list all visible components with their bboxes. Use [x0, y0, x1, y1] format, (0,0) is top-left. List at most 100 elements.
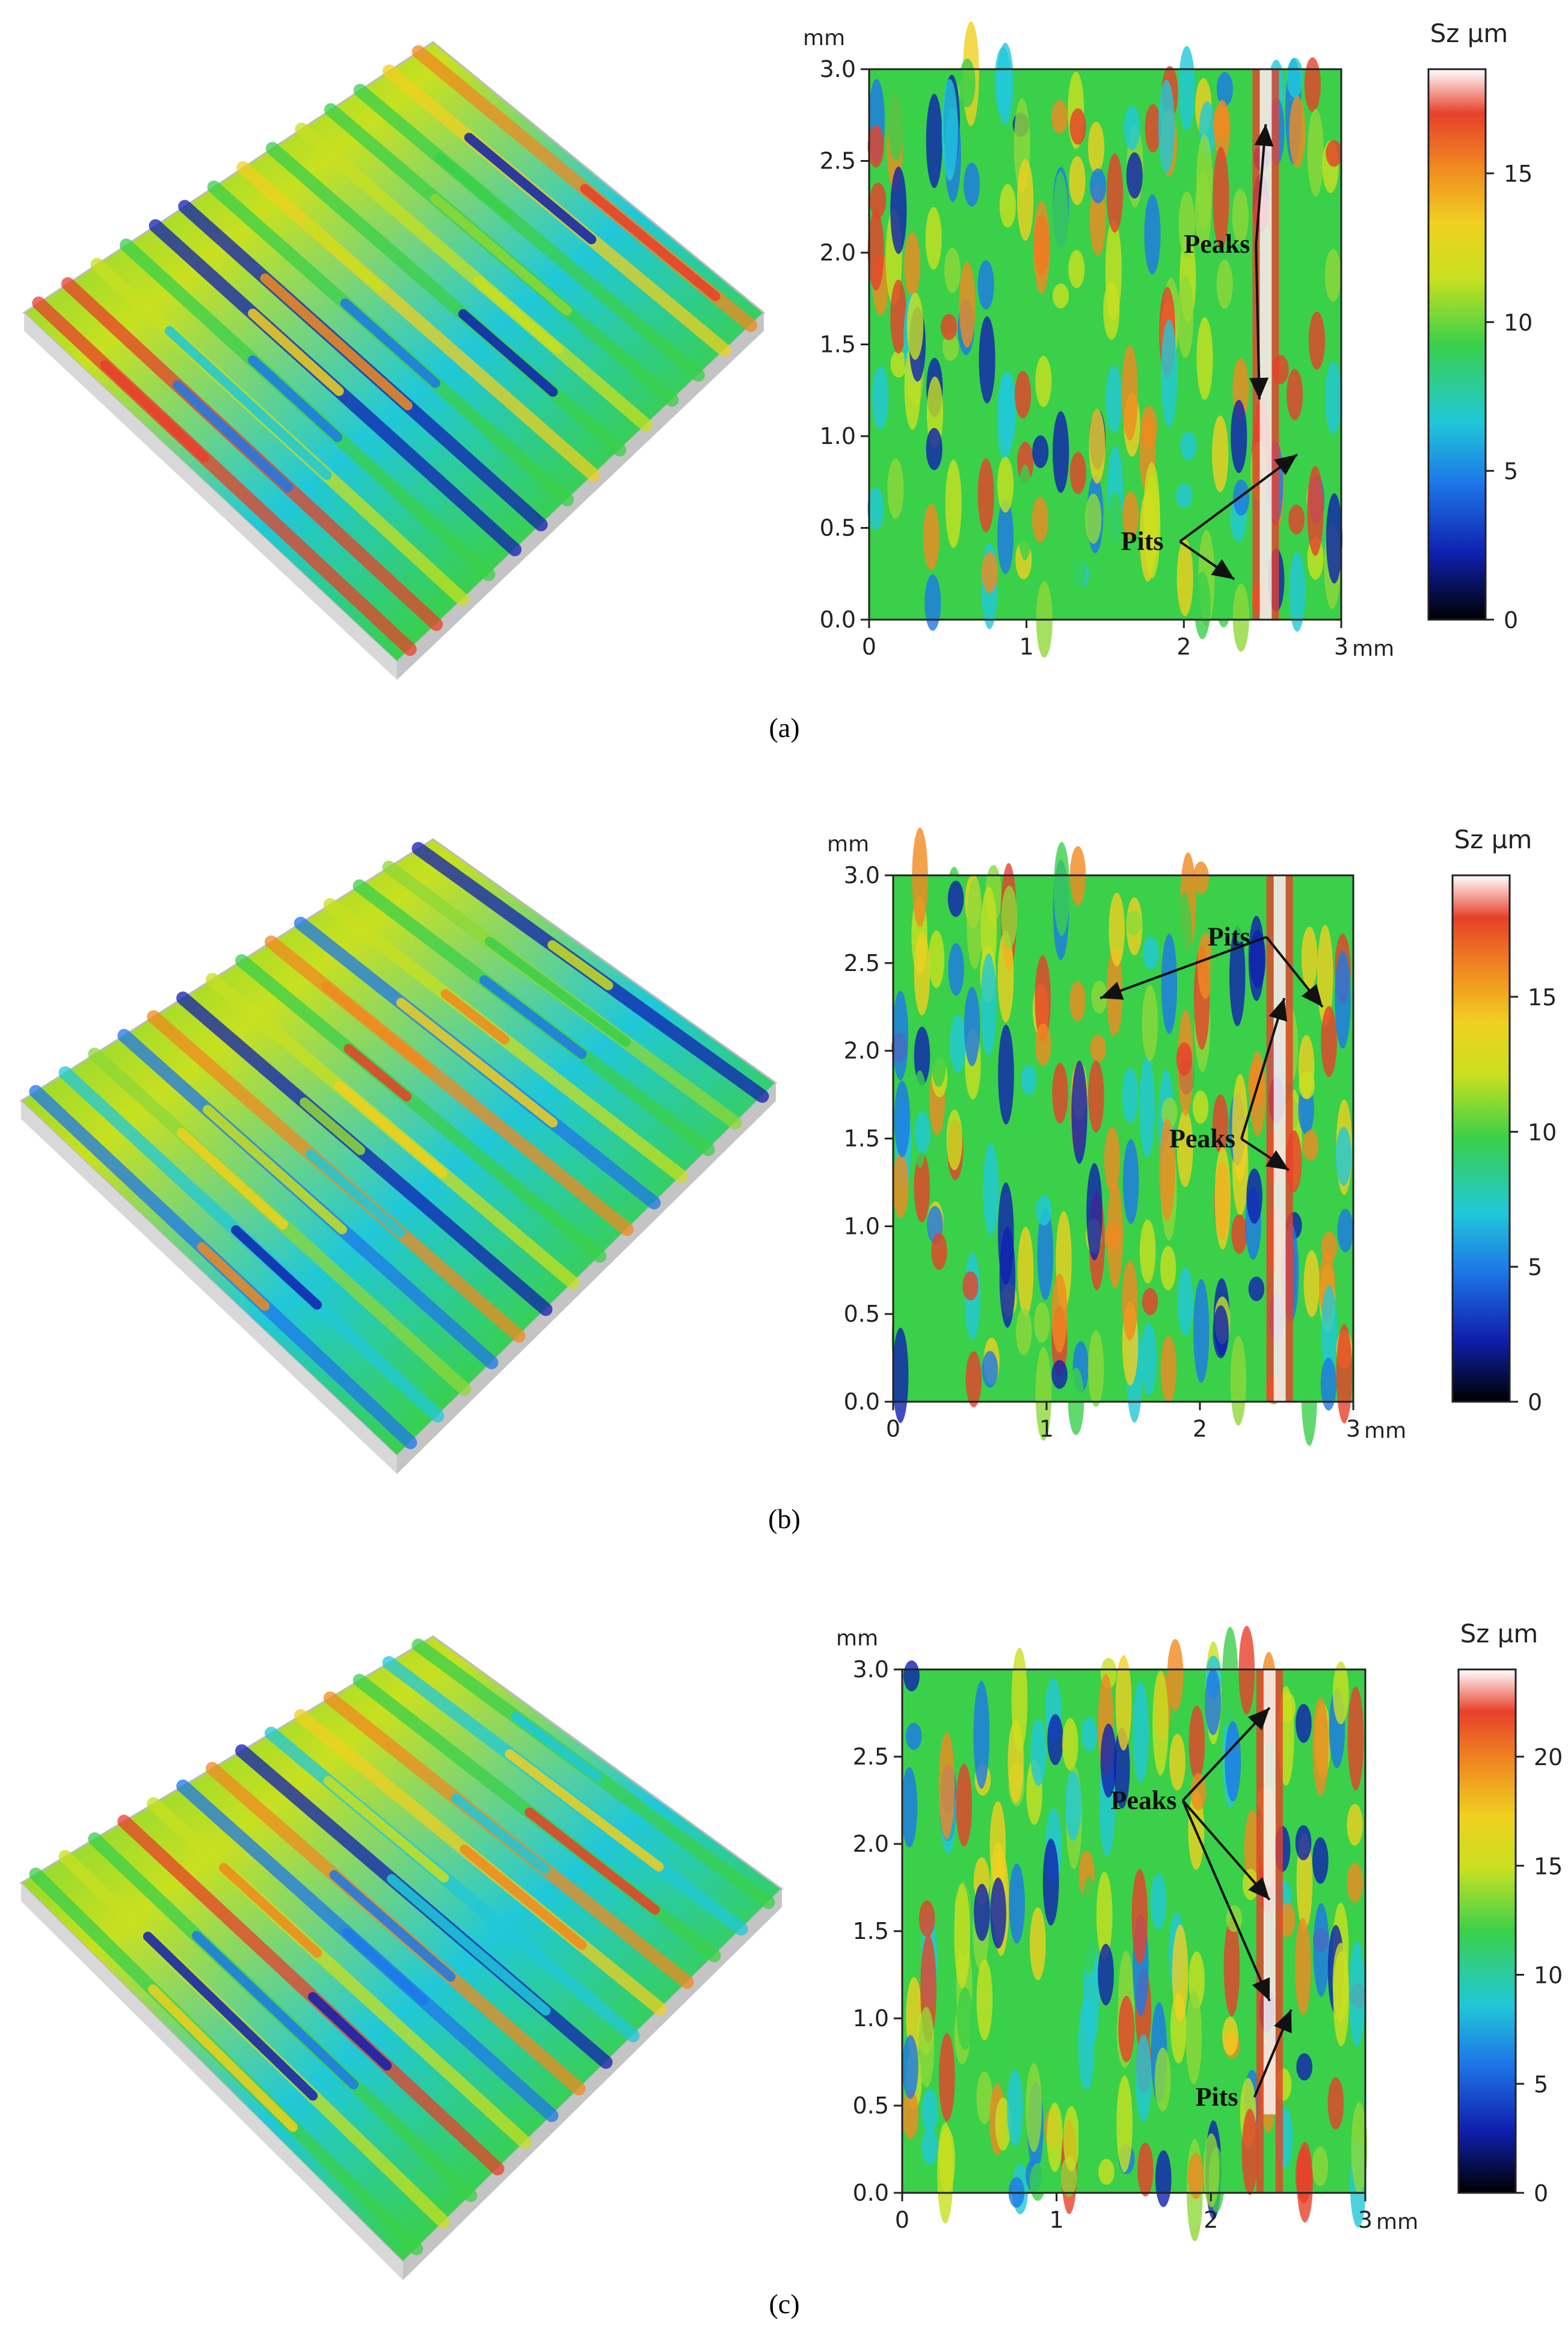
annotation-arrow [1179, 453, 1298, 543]
heatmap-streak [1044, 2054, 1060, 2119]
heatmap-streak [1155, 2150, 1172, 2207]
heatmap-streak [1032, 435, 1049, 469]
heatmap-streak [1169, 1733, 1185, 1791]
y-tick-label: 1.5 [853, 1918, 889, 1944]
heatmap-streak [1194, 572, 1211, 640]
y-tick-label: 2.5 [820, 148, 856, 174]
heatmap-streak [1089, 183, 1106, 256]
heatmap-streak [946, 1109, 963, 1171]
heatmap-streak [1232, 1074, 1248, 1182]
heatmap-streak [1176, 539, 1193, 617]
heatmap-streak [1158, 79, 1175, 174]
heatmap-streak [997, 930, 1014, 1023]
heatmap-streak [1011, 1647, 1028, 1753]
heatmap-peak-edge [1266, 875, 1274, 1402]
colorbar: 0 5 10 15 Sz µm [1451, 825, 1557, 1416]
surface-ridge [176, 991, 553, 1316]
heatmap-streak [1122, 492, 1139, 539]
surface-ridge-highlight [300, 1097, 366, 1156]
heatmap-streak [1085, 493, 1102, 544]
heatmap-streak [1188, 1706, 1205, 1781]
surface-ridge-highlight [303, 220, 384, 292]
surface-ridge-highlight [387, 1874, 551, 2016]
x-tick-label: 0 [886, 1416, 900, 1442]
colorbar-tick-label: 5 [1504, 458, 1518, 485]
heatmap-streak [973, 1681, 990, 1789]
heatmap-streak [1232, 583, 1249, 652]
annotation-arrow [1265, 936, 1324, 1008]
heatmap-streak [1035, 1023, 1051, 1066]
y-tick-label: 3.0 [853, 1656, 889, 1683]
heatmap-streak [1204, 1750, 1220, 1776]
surface-ridge-highlight [323, 1776, 449, 1883]
surface-ridge-highlight [464, 132, 597, 245]
heatmap-streak [1312, 1837, 1329, 1884]
y-tick-label: 3.0 [820, 56, 856, 82]
surface-plane [19, 1635, 784, 2264]
heatmap-streak [1031, 496, 1048, 543]
heatmap-streak [1088, 1060, 1104, 1133]
surface-3d-view [19, 1635, 784, 2280]
heatmap-streak [1078, 1997, 1095, 2093]
heatmap-streak [1289, 552, 1306, 632]
heatmap-streak [1030, 1907, 1046, 1980]
heatmap-streak [1086, 1163, 1102, 1261]
surface-ridge-highlight [580, 183, 721, 301]
heatmap-streak [1249, 929, 1266, 988]
heatmap-streak [1047, 1714, 1063, 1766]
panel-caption: (c) [769, 2288, 799, 2319]
heatmap-streak [1301, 926, 1318, 990]
heatmap-streak [1159, 1118, 1175, 1221]
surface-ridge-highlight [231, 1225, 322, 1310]
heatmap-streak [1051, 1360, 1068, 1389]
heatmap-streak [1246, 1168, 1262, 1224]
heatmap-streak [1105, 220, 1122, 321]
heatmap-streak [1001, 886, 1018, 949]
heatmap-streak [1142, 985, 1158, 1061]
heatmap-streak [1326, 493, 1342, 584]
y-tick-label: 0.0 [853, 2180, 889, 2206]
surface-ridge-highlight [191, 1931, 359, 2090]
surface-ridge-highlight [479, 975, 587, 1059]
heatmap [867, 21, 1342, 658]
heatmap-streak [1222, 2017, 1238, 2056]
heatmap-streak [1295, 1825, 1312, 1861]
heatmap-streak [1098, 1943, 1114, 2006]
heatmap-streak [1125, 910, 1142, 935]
heatmap-streak [1216, 259, 1233, 309]
heatmap-streak [1335, 1126, 1352, 1186]
heatmap-streak [1205, 1668, 1222, 1736]
heatmap-streak [1029, 2163, 1046, 2201]
heatmap-streak [1016, 930, 1032, 956]
surface-ridge-highlight [260, 273, 413, 411]
heatmap-streak [1144, 475, 1161, 579]
heatmap-streak [1232, 188, 1249, 244]
heatmap-streak [1123, 1139, 1139, 1224]
heatmap-streak [1178, 46, 1195, 131]
y-tick-label: 2.0 [844, 1038, 880, 1064]
heatmap-streak [948, 943, 964, 996]
heatmap-streak [957, 1987, 973, 2050]
heatmap-streak [1185, 1991, 1202, 2085]
heatmap-streak [894, 1080, 911, 1157]
heatmap-streak [905, 1722, 922, 1750]
heatmap-streak [1288, 237, 1305, 312]
heatmap-streak [1053, 842, 1070, 936]
surface-ridge-highlight [440, 989, 510, 1045]
colorbar-tick-label: 0 [1504, 607, 1518, 633]
colorbar-tick-label: 10 [1504, 309, 1533, 336]
y-unit-label: mm [836, 1626, 878, 1651]
y-tick-label: 2.0 [853, 1831, 889, 1857]
surface-ridge [32, 296, 417, 656]
heatmap-streak [1017, 159, 1034, 241]
heatmap-streak [989, 2026, 1006, 2070]
colorbar-gradient [1427, 68, 1487, 621]
heatmap-streak [977, 260, 994, 310]
y-tick-label: 1.0 [853, 2005, 889, 2032]
surface-ridge-highlight [218, 1863, 322, 1958]
heatmap-streak [1142, 1288, 1158, 1316]
heatmap-streak [872, 365, 889, 430]
heatmap-streak [997, 457, 1014, 513]
colorbar-gradient [1457, 1668, 1517, 2194]
